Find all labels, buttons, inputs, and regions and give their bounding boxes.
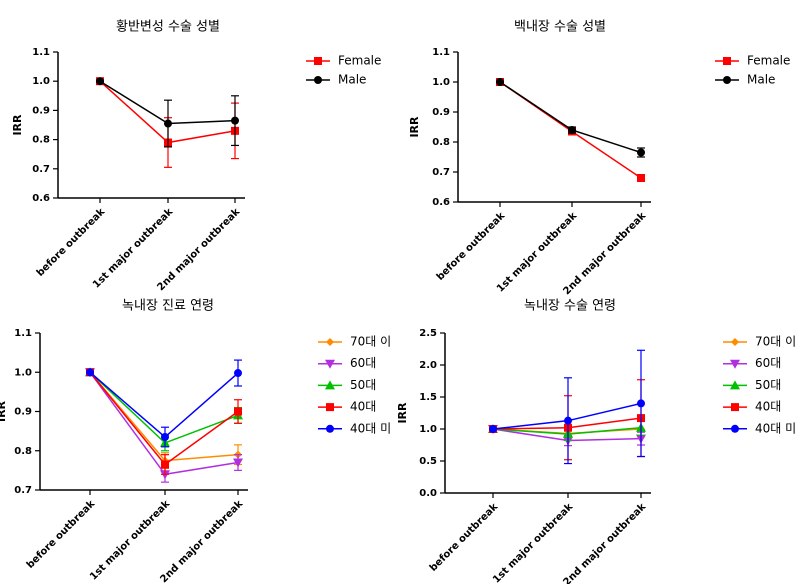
x-tick-label: 1st major outbreak [88, 498, 172, 582]
y-tick-label: 0.7 [14, 485, 32, 496]
series-line [499, 81, 642, 154]
y-tick-label: 1.0 [419, 424, 437, 435]
legend-label: 50대 [350, 378, 376, 392]
marker [86, 368, 94, 377]
legend-marker [326, 338, 334, 346]
chart-title: 백내장 수술 성별 [514, 20, 606, 35]
y-tick-label: 1.1 [14, 328, 32, 339]
y-tick-label: 0.8 [14, 446, 32, 457]
x-tick-label: 2nd major outbreak [159, 498, 246, 584]
marker [233, 458, 243, 468]
marker [489, 425, 497, 433]
marker [637, 174, 645, 182]
legend-label: Male [747, 73, 775, 87]
y-tick-label: 1.1 [432, 47, 450, 58]
legend-marker [314, 57, 322, 65]
y-axis-label: IRR [396, 402, 409, 424]
legend-label: 50대 [755, 378, 781, 392]
legend-label: 60대 [755, 356, 781, 370]
legend-marker [731, 338, 739, 346]
y-tick-label: 1.0 [14, 367, 32, 378]
y-tick-label: 2.5 [419, 328, 437, 339]
x-tick-label: before outbreak [35, 206, 108, 279]
x-tick-label: 1st major outbreak [495, 210, 579, 294]
legend-marker [326, 424, 334, 433]
legend-label: Female [747, 54, 790, 68]
x-tick-label: before outbreak [25, 498, 98, 571]
x-tick-label: 2nd major outbreak [562, 501, 649, 584]
x-tick-label: 2nd major outbreak [562, 210, 649, 297]
marker [568, 126, 576, 134]
marker [234, 369, 242, 378]
legend-label: 70대 이 [755, 335, 796, 349]
y-tick-label: 0.7 [32, 164, 50, 175]
marker [637, 399, 645, 408]
legend-marker [723, 57, 731, 65]
marker [564, 416, 572, 425]
legend-label: 40대 [350, 400, 376, 414]
legend-marker [731, 424, 739, 433]
legend-label: 40대 미 [350, 421, 391, 435]
chart-title: 녹내장 진료 연령 [122, 299, 214, 314]
legend-marker [731, 403, 739, 412]
y-tick-label: 1.0 [432, 77, 450, 88]
y-tick-label: 1.1 [32, 47, 50, 58]
y-tick-label: 0.0 [419, 488, 437, 499]
y-axis-label: IRR [408, 116, 421, 138]
y-tick-label: 0.5 [419, 456, 437, 467]
y-tick-label: 0.6 [32, 193, 50, 204]
y-tick-label: 0.8 [32, 135, 50, 146]
y-tick-label: 0.6 [432, 197, 450, 208]
legend-label: Male [338, 73, 366, 87]
legend-label: 40대 [755, 400, 781, 414]
legend-marker [723, 76, 731, 84]
y-axis-label: IRR [11, 114, 24, 136]
legend-label: 60대 [350, 356, 376, 370]
marker [637, 148, 645, 157]
marker [496, 78, 504, 86]
legend-marker [325, 380, 335, 390]
legend-label: Female [338, 54, 381, 68]
y-tick-label: 2.0 [419, 360, 437, 371]
y-axis-label: IRR [0, 400, 8, 422]
y-tick-label: 1.5 [419, 392, 437, 403]
legend-marker [314, 76, 322, 84]
legend-marker [325, 359, 335, 369]
marker [161, 433, 169, 442]
marker [96, 77, 104, 86]
marker [161, 460, 169, 469]
marker [234, 407, 242, 416]
y-tick-label: 0.9 [432, 107, 450, 118]
series-line [89, 371, 239, 444]
y-tick-label: 0.9 [32, 105, 50, 116]
x-tick-label: before outbreak [435, 210, 508, 283]
y-tick-label: 0.7 [432, 167, 450, 178]
legend-marker [730, 359, 740, 369]
legend-label: 40대 미 [755, 421, 796, 435]
x-tick-label: before outbreak [428, 501, 501, 574]
legend-marker [326, 403, 334, 412]
chart-title: 녹내장 수술 연령 [524, 299, 616, 314]
legend-marker [730, 380, 740, 390]
marker [231, 116, 239, 125]
legend-label: 70대 이 [350, 335, 391, 349]
x-tick-label: 1st major outbreak [491, 501, 575, 584]
marker [164, 119, 172, 128]
y-tick-label: 0.9 [14, 407, 32, 418]
chart-title: 황반변성 수술 성별 [116, 20, 220, 35]
y-tick-label: 0.8 [432, 137, 450, 148]
y-tick-label: 1.0 [32, 76, 50, 87]
